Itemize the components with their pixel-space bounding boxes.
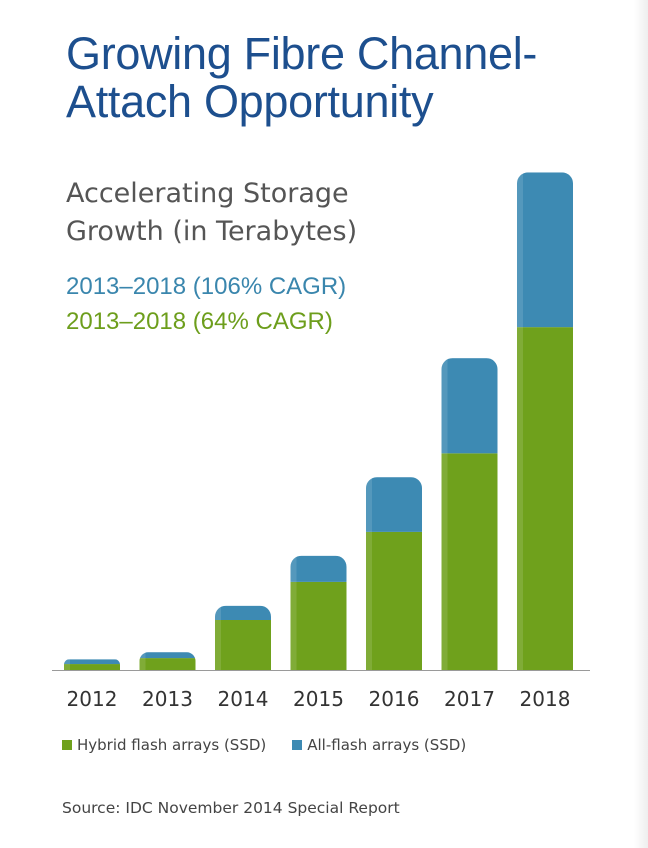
legend-item-all-flash: All-flash arrays (SSD) [292,736,466,754]
legend-label-all-flash: All-flash arrays (SSD) [307,736,467,754]
x-tick-label-2017: 2017 [444,687,495,711]
legend-swatch-hybrid [62,740,72,750]
bar-all-flash-2012 [64,659,120,665]
x-tick-label-2018: 2018 [520,687,571,711]
bar-group-2012 [64,659,120,670]
bar-highlight-2016 [366,477,372,670]
bar-highlight-2012 [64,659,70,670]
subtitle-line-2: Growth (in Terabytes) [66,216,358,247]
bar-all-flash-2014 [215,605,271,620]
bar-group-2015 [290,555,347,670]
x-tick-label-2014: 2014 [218,687,269,711]
bar-all-flash-2018 [517,172,573,328]
bar-all-flash-2017 [441,358,498,454]
title-line-2: Attach Opportunity [66,76,434,127]
bar-group-2017 [441,358,498,670]
bar-hybrid-2012 [64,664,120,670]
x-tick-label-2013: 2013 [142,687,193,711]
legend-item-hybrid: Hybrid flash arrays (SSD) [62,736,266,754]
bar-hybrid-2016 [366,531,422,670]
bar-group-2018 [517,172,573,670]
cagr-hybrid: 2013–2018 (64% CAGR) [66,308,333,335]
bar-highlight-2018 [517,172,523,670]
bar-highlight-2014 [215,605,221,670]
bar-hybrid-2014 [215,620,271,670]
legend: Hybrid flash arrays (SSD) All-flash arra… [62,736,492,754]
bar-hybrid-2017 [441,453,498,670]
x-tick-label-2015: 2015 [293,687,344,711]
bar-highlight-2013 [139,652,146,670]
subtitle-line-1: Accelerating Storage [66,178,349,209]
chart-title: Growing Fibre Channel- Attach Opportunit… [66,30,626,126]
bar-group-2014 [215,605,271,670]
bar-all-flash-2016 [366,477,422,532]
source-note: Source: IDC November 2014 Special Report [62,799,400,817]
bar-all-flash-2013 [139,652,196,659]
x-tick-label-2016: 2016 [369,687,420,711]
bar-highlight-2017 [441,358,448,670]
bar-hybrid-2013 [139,658,196,670]
cagr-notes: 2013–2018 (106% CAGR) 2013–2018 (64% CAG… [66,269,346,339]
bar-all-flash-2015 [290,555,347,582]
bar-group-2013 [139,652,196,670]
legend-label-hybrid: Hybrid flash arrays (SSD) [77,736,267,754]
x-tick-label-2012: 2012 [67,687,118,711]
bar-hybrid-2018 [517,327,573,670]
chart-subtitle: Accelerating Storage Growth (in Terabyte… [66,175,357,251]
bar-hybrid-2015 [290,581,347,670]
legend-swatch-all-flash [292,740,303,750]
bar-highlight-2015 [290,555,297,670]
cagr-all-flash: 2013–2018 (106% CAGR) [66,273,347,300]
title-line-1: Growing Fibre Channel- [66,28,538,79]
page-edge [634,0,648,848]
bar-group-2016 [366,477,422,670]
